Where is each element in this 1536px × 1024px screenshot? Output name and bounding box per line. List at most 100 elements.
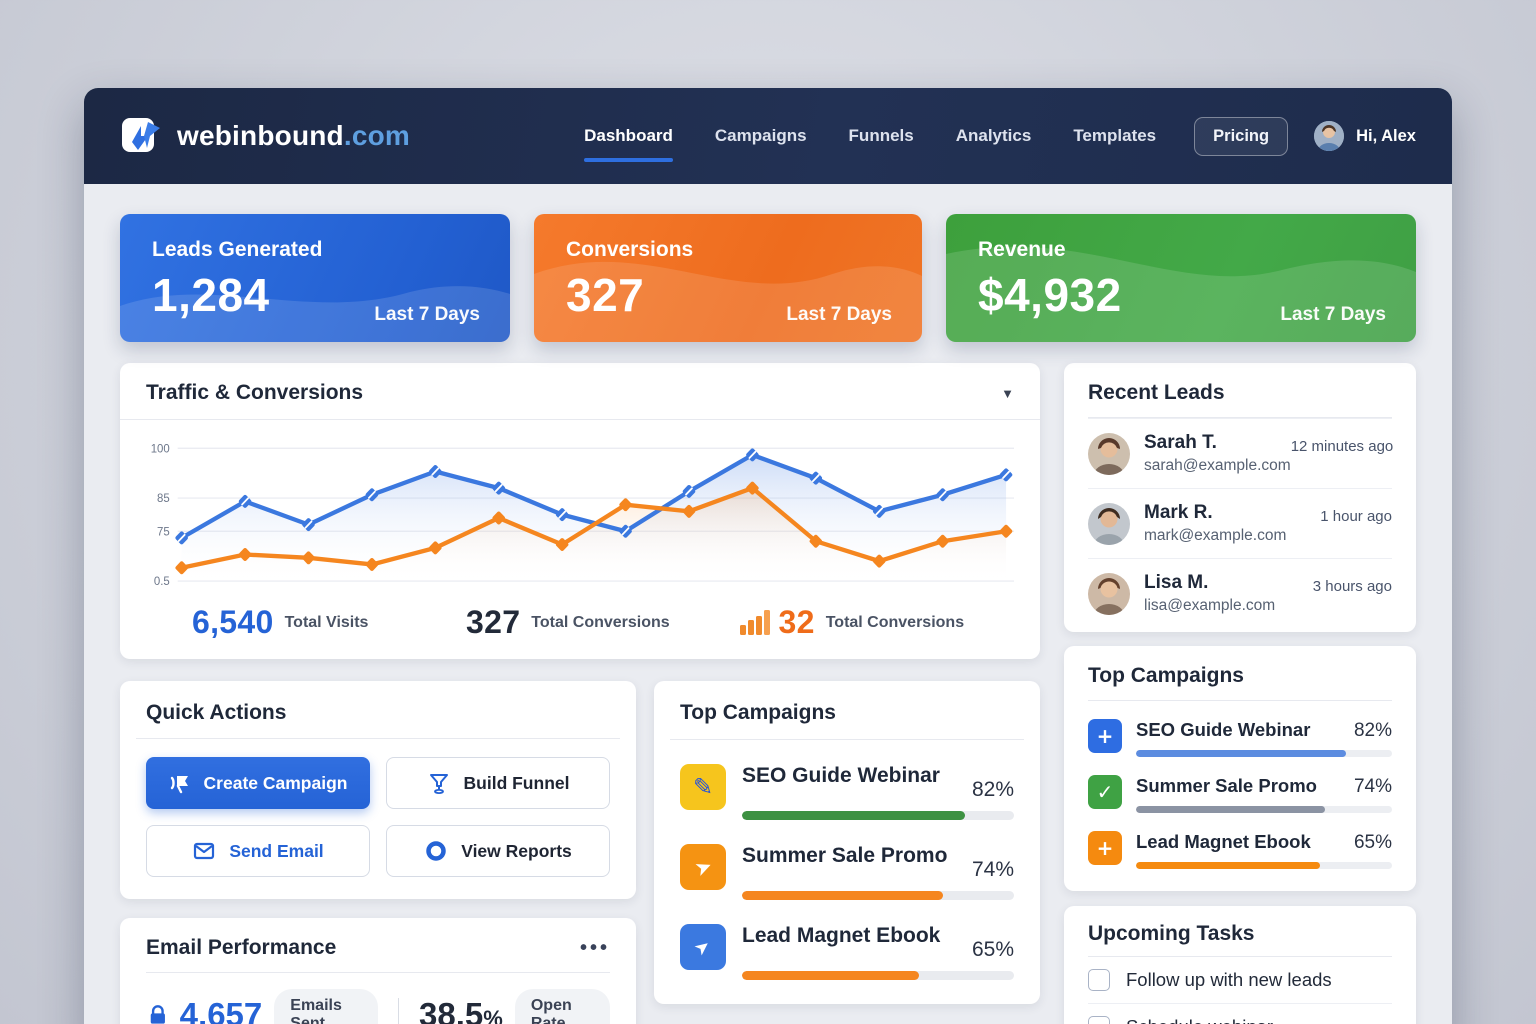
- campaign-name: Lead Magnet Ebook: [742, 924, 941, 947]
- task-checkbox[interactable]: [1088, 969, 1110, 991]
- envelope-icon: [194, 842, 215, 860]
- quick-actions-title: Quick Actions: [146, 701, 287, 724]
- brand-text: webinbound.com: [177, 120, 411, 151]
- task-label: Follow up with new leads: [1126, 969, 1332, 990]
- traffic-card-title: Traffic & Conversions: [146, 381, 364, 404]
- nav-item-dashboard[interactable]: Dashboard: [584, 116, 673, 162]
- send-email-button[interactable]: Send Email: [146, 825, 370, 877]
- stat-label: Revenue: [978, 238, 1066, 261]
- nav-item-funnels[interactable]: Funnels: [848, 126, 914, 145]
- lead-email: sarah@example.com: [1144, 457, 1291, 474]
- progress-bar: [742, 811, 1014, 820]
- stat-value: 327: [566, 269, 645, 321]
- logo-icon: [120, 114, 164, 158]
- chevron-down-icon[interactable]: ▼: [1001, 385, 1014, 401]
- open-rate-label: Open Rate: [514, 989, 610, 1024]
- top-campaigns-card: Top Campaigns ✎ SEO Guide Webinar 82%: [654, 681, 1040, 1004]
- more-options-icon[interactable]: •••: [579, 937, 610, 959]
- divider: [1088, 417, 1392, 418]
- stat-period: Last 7 Days: [1280, 304, 1386, 325]
- top-campaigns-title: Top Campaigns: [680, 701, 836, 724]
- view-reports-button[interactable]: View Reports: [386, 825, 610, 877]
- divider: [397, 998, 400, 1024]
- funnel-icon: [429, 774, 448, 794]
- traffic-conversions-card: Traffic & Conversions ▼ 100 85 75 0.5 6,540…: [120, 363, 1040, 659]
- progress-bar: [1136, 862, 1392, 869]
- traffic-chart[interactable]: 100 85 75 0.5: [120, 420, 1040, 596]
- task-checkbox[interactable]: [1088, 1016, 1110, 1024]
- quick-actions-card: Quick Actions Create Campaign: [120, 681, 636, 899]
- campaign-row[interactable]: ➤ Lead Magnet Ebook 65%: [680, 924, 1014, 980]
- campaign-name: Summer Sale Promo: [742, 844, 948, 867]
- svg-text:85: 85: [157, 492, 170, 505]
- pricing-button[interactable]: Pricing: [1194, 116, 1289, 156]
- stat-value: $4,932: [978, 269, 1122, 321]
- emails-sent-value: 4,657: [179, 996, 263, 1024]
- campaign-row[interactable]: ✓ Summer Sale Promo 74%: [1088, 775, 1392, 813]
- plus-icon: +: [1088, 719, 1122, 753]
- reports-icon: [426, 841, 446, 861]
- nav-item-campaigns[interactable]: Campaigns: [714, 126, 807, 145]
- stat-card-leads[interactable]: Leads Generated 1,284 Last 7 Days: [120, 214, 510, 342]
- email-performance-title: Email Performance: [146, 936, 337, 959]
- lead-row[interactable]: Sarah T. sarah@example.com 12 minutes ag…: [1088, 418, 1394, 488]
- logo[interactable]: webinbound.com: [120, 114, 410, 158]
- avatar: [1088, 572, 1130, 615]
- lead-time: 1 hour ago: [1320, 508, 1392, 525]
- campaign-percent: 65%: [1353, 832, 1392, 853]
- top-campaigns-side-title: Top Campaigns: [1088, 664, 1244, 687]
- divider: [146, 972, 610, 973]
- avatar: [1088, 502, 1130, 545]
- summary-total-visits: 6,540 Total Visits: [192, 604, 466, 641]
- open-rate-value: 38.5%: [419, 996, 503, 1024]
- upcoming-tasks-title: Upcoming Tasks: [1088, 922, 1255, 945]
- lead-time: 12 minutes ago: [1290, 438, 1394, 455]
- nav-item-analytics[interactable]: Analytics: [955, 126, 1032, 145]
- email-performance-metrics: 4,657 Emails Sent 38.5% Open Rate: [146, 989, 610, 1024]
- chart-summary: 6,540 Total Visits 327 Total Conversions…: [120, 596, 1040, 659]
- stat-label: Leads Generated: [152, 238, 323, 261]
- nav-menu: Dashboard Campaigns Funnels Analytics Te…: [584, 116, 1157, 162]
- plus-icon: +: [1088, 831, 1122, 865]
- build-funnel-button[interactable]: Build Funnel: [386, 757, 610, 809]
- send-email-label: Send Email: [229, 840, 324, 861]
- campaign-row[interactable]: + SEO Guide Webinar 82%: [1088, 719, 1392, 757]
- check-icon: ✓: [1088, 775, 1122, 809]
- stat-period: Last 7 Days: [786, 304, 892, 325]
- lead-row[interactable]: Mark R. mark@example.com 1 hour ago: [1088, 488, 1392, 558]
- campaign-percent: 74%: [1353, 776, 1392, 797]
- nav-item-templates[interactable]: Templates: [1073, 126, 1157, 145]
- campaign-name: Lead Magnet Ebook: [1136, 831, 1311, 852]
- lead-email: lisa@example.com: [1144, 597, 1276, 614]
- stat-period: Last 7 Days: [374, 304, 480, 325]
- recent-leads-card: Recent Leads Sarah T. sarah@example.com …: [1064, 363, 1416, 632]
- campaign-row[interactable]: ➤ Summer Sale Promo 74%: [680, 844, 1014, 900]
- total-visits-value: 6,540: [192, 604, 274, 640]
- wave-decoration: [534, 261, 922, 342]
- lead-time: 3 hours ago: [1312, 578, 1392, 595]
- lead-row[interactable]: Lisa M. lisa@example.com 3 hours ago: [1088, 558, 1392, 628]
- svg-text:0.5: 0.5: [154, 575, 170, 588]
- campaign-percent: 82%: [971, 778, 1014, 801]
- divider: [670, 739, 1024, 740]
- content: Leads Generated 1,284 Last 7 Days Conver…: [84, 184, 1452, 1024]
- arrow-icon: ➤: [680, 924, 726, 970]
- campaign-percent: 65%: [971, 938, 1014, 961]
- summary-total-conversions: 327 Total Conversions: [466, 604, 740, 641]
- stat-card-conversions[interactable]: Conversions 327 Last 7 Days: [534, 214, 922, 342]
- total-conversions2-label: Total Conversions: [825, 613, 965, 631]
- divider: [1088, 956, 1392, 957]
- progress-bar: [742, 891, 1014, 900]
- campaign-icon: [170, 776, 188, 794]
- dashboard-window: webinbound.com Dashboard Campaigns Funne…: [84, 88, 1452, 1024]
- lead-name: Mark R.: [1144, 502, 1213, 523]
- navbar: webinbound.com Dashboard Campaigns Funne…: [84, 88, 1452, 184]
- recent-leads-title: Recent Leads: [1088, 381, 1225, 404]
- campaign-row[interactable]: ✎ SEO Guide Webinar 82%: [680, 764, 1014, 820]
- create-campaign-button[interactable]: Create Campaign: [146, 757, 370, 809]
- campaign-row[interactable]: + Lead Magnet Ebook 65%: [1088, 831, 1392, 869]
- view-reports-label: View Reports: [461, 840, 572, 861]
- lead-email: mark@example.com: [1144, 527, 1287, 544]
- user-menu[interactable]: Hi, Alex: [1314, 121, 1416, 151]
- stat-card-revenue[interactable]: Revenue $4,932 Last 7 Days: [946, 214, 1416, 342]
